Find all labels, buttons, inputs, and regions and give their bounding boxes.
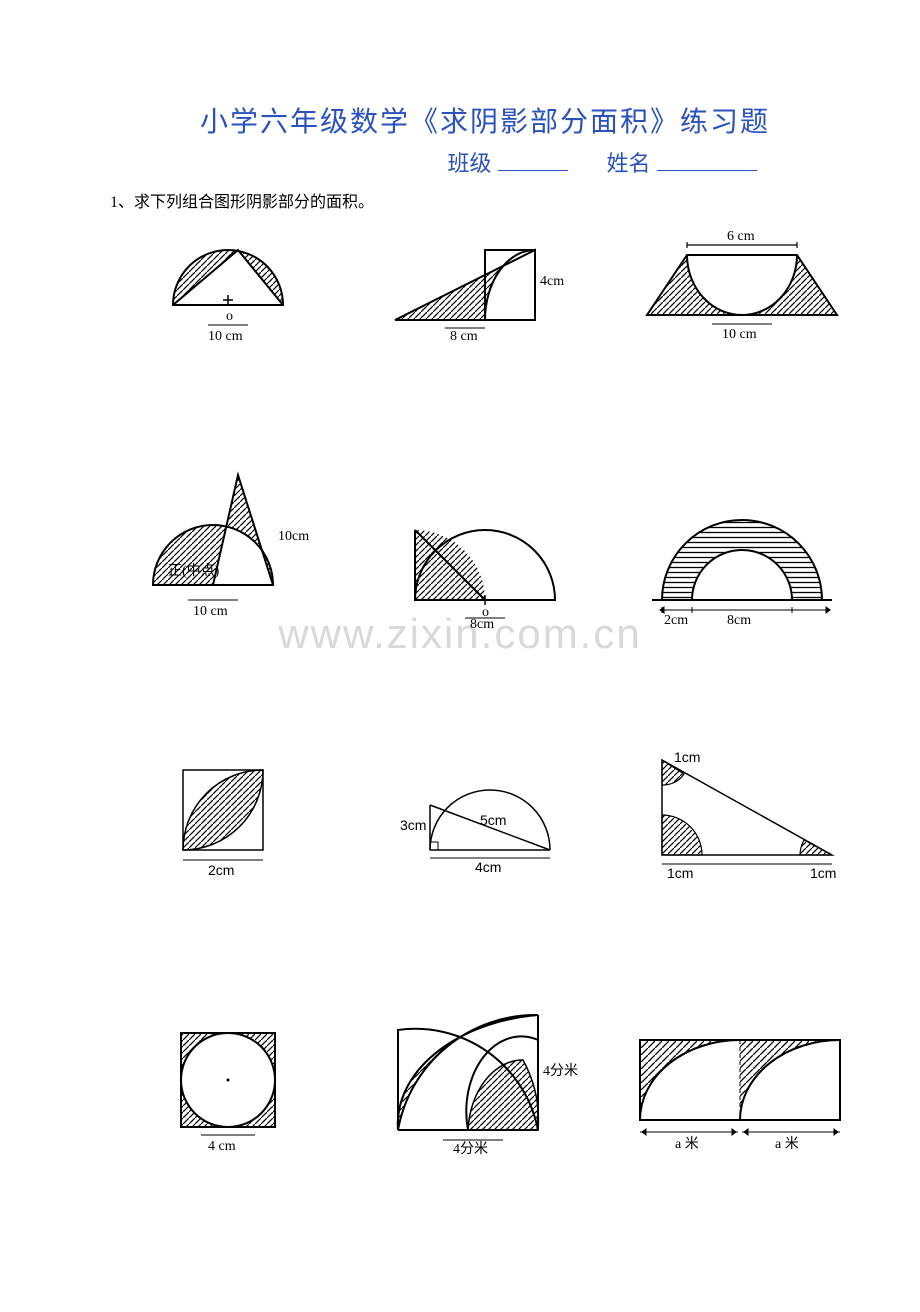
svg-text:10 cm: 10 cm <box>722 327 757 342</box>
svg-text:1cm: 1cm <box>810 865 836 881</box>
figure-row-1: o 10 cm 4cm <box>110 230 860 350</box>
page-title: 小学六年级数学《求阴影部分面积》练习题 <box>110 100 860 140</box>
figure-4-3: a 米 a 米 <box>620 1020 860 1160</box>
svg-text:8cm: 8cm <box>727 613 751 628</box>
svg-text:1cm: 1cm <box>674 749 700 765</box>
worksheet-page: 小学六年级数学《求阴影部分面积》练习题 班级 姓名 1、求下列组合图形阴影部分的… <box>0 0 920 1210</box>
svg-text:3cm: 3cm <box>400 817 426 833</box>
figure-2-3: 2cm 8cm <box>623 510 860 630</box>
figure-3-1: 2cm <box>110 740 347 890</box>
svg-text:a 米: a 米 <box>775 1136 799 1152</box>
header-fields: 班级 姓名 <box>110 146 860 178</box>
svg-text:1cm: 1cm <box>667 865 693 881</box>
figure-row-3: 2cm 3cm 5cm 4cm <box>110 740 860 890</box>
svg-text:2cm: 2cm <box>208 862 234 878</box>
svg-text:4分米: 4分米 <box>453 1141 488 1157</box>
svg-text:8cm: 8cm <box>470 617 494 630</box>
figure-2-2: o 8cm <box>367 500 604 630</box>
figure-4-1: 4 cm <box>110 1010 345 1160</box>
svg-text:o: o <box>226 309 233 324</box>
figure-1-2: 4cm 8 cm <box>367 240 604 350</box>
svg-text:4cm: 4cm <box>540 274 564 289</box>
svg-text:2cm: 2cm <box>664 613 688 628</box>
question-1: 1、求下列组合图形阴影部分的面积。 <box>110 188 860 212</box>
class-blank <box>498 170 568 171</box>
svg-text:4 cm: 4 cm <box>208 1139 236 1154</box>
figure-2-1: 正(中点) 10cm 10 cm <box>110 460 347 630</box>
svg-text:8 cm: 8 cm <box>450 329 478 344</box>
figure-1-1: o 10 cm <box>110 230 347 350</box>
figure-1-3: 6 cm 10 cm <box>623 230 860 350</box>
svg-text:10 cm: 10 cm <box>208 329 243 344</box>
class-label: 班级 <box>447 151 491 176</box>
svg-text:6 cm: 6 cm <box>727 230 755 244</box>
name-blank <box>657 170 757 171</box>
svg-text:5cm: 5cm <box>480 812 506 828</box>
figure-row-2: 正(中点) 10cm 10 cm o 8cm <box>110 460 860 630</box>
svg-text:a 米: a 米 <box>675 1136 699 1152</box>
svg-text:正(中点): 正(中点) <box>168 563 220 579</box>
name-label: 姓名 <box>607 151 651 176</box>
svg-text:4cm: 4cm <box>475 859 501 875</box>
svg-text:10 cm: 10 cm <box>193 604 228 619</box>
figure-row-4: 4 cm 4分米 <box>110 1000 860 1160</box>
svg-text:4分米: 4分米 <box>543 1063 578 1079</box>
figure-3-3: 1cm 1cm 1cm <box>623 740 860 890</box>
svg-text:10cm: 10cm <box>278 529 309 544</box>
figure-3-2: 3cm 5cm 4cm <box>367 750 604 890</box>
figure-4-2: 4分米 4分米 <box>365 1000 600 1160</box>
